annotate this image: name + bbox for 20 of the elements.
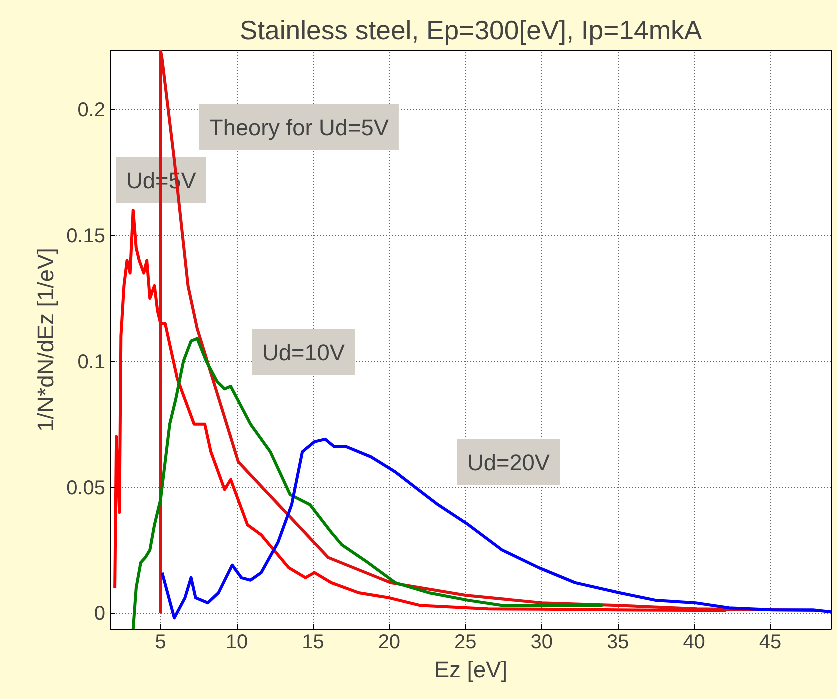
annotation: Ud=20V bbox=[468, 450, 551, 476]
x-tick-label: 10 bbox=[226, 632, 248, 654]
annotation: Ud=10V bbox=[262, 340, 346, 366]
y-tick-label: 0.15 bbox=[66, 226, 106, 248]
x-tick-label: 20 bbox=[378, 632, 401, 654]
x-tick-label: 25 bbox=[454, 632, 477, 654]
x-tick-label: 15 bbox=[302, 632, 324, 654]
chart-title: Stainless steel, Ep=300[eV], Ip=14mkA bbox=[240, 16, 702, 46]
x-axis-title: Ez [eV] bbox=[434, 656, 508, 682]
y-tick-label: 0.05 bbox=[66, 477, 106, 500]
y-tick-label: 0.1 bbox=[78, 351, 106, 374]
y-axis-title: 1/N*dN/dEz [1/eV] bbox=[32, 248, 59, 432]
annotation: Theory for Ud=5V bbox=[210, 114, 390, 140]
x-tick-label: 45 bbox=[759, 632, 782, 654]
x-tick-label: 35 bbox=[606, 632, 630, 654]
x-tick-label: 40 bbox=[683, 632, 706, 654]
y-tick-label: 0 bbox=[94, 603, 106, 626]
y-tick-label: 0.2 bbox=[78, 100, 106, 122]
x-tick-label: 30 bbox=[530, 632, 554, 654]
x-tick-label: 5 bbox=[155, 632, 166, 654]
